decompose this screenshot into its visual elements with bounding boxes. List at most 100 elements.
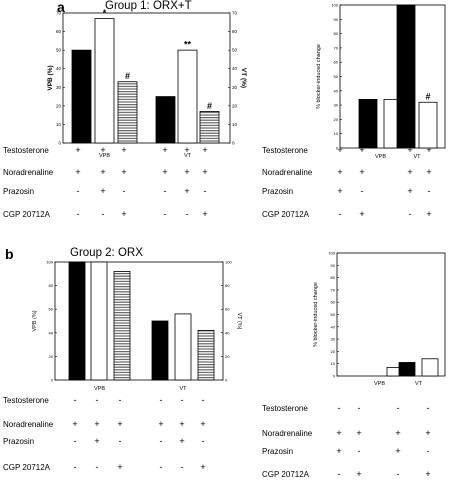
b_right-treatment-cell-1-1: +: [356, 428, 362, 438]
a_left-ytick-label-right-7: 70: [232, 11, 238, 16]
a_left-ytick-label-3: 30: [56, 85, 62, 90]
a_right-treatment-cell-1-2: +: [407, 167, 413, 177]
b_left-bar-vt-s0: [151, 320, 169, 381]
b_left-treatment-cell-2-3: -: [159, 436, 163, 446]
b_right-treatment-cell-2-3: -: [426, 446, 430, 456]
a_right-treatment-cell-3-3: +: [426, 209, 432, 219]
b_left-category-label-vt: VT: [179, 386, 187, 392]
a_right-ytick-label-4: 40: [334, 88, 339, 93]
a_left-treatment-cell-2-3: -: [163, 186, 167, 196]
b_right-treatment-label-2: Prazosin: [262, 447, 294, 456]
b_right-category-label-vpb: VPB: [374, 381, 385, 387]
b_left-ytick-label-1: 20: [49, 354, 54, 359]
a_left-bar-vt-s1: [177, 49, 198, 144]
a_left-treatment-cell-0-1: +: [100, 145, 106, 155]
b_left-treatment-label-0: Testosterone: [3, 396, 49, 405]
a_left-treatment-cell-1-0: +: [75, 167, 81, 177]
a_left-treatment-cell-2-2: -: [122, 186, 126, 196]
a_left-treatment-cell-2-4: +: [184, 186, 190, 196]
b_right-treatment-cell-3-3: +: [425, 469, 431, 479]
a_left-ytick-label-5: 50: [56, 48, 62, 53]
a_left-bar-vt-s2: [199, 111, 220, 144]
a_right-ytick-label-8: 80: [334, 31, 339, 36]
a_left-ytick-label-right-4: 40: [232, 66, 238, 71]
b_left-treatment-cell-3-1: -: [95, 462, 99, 472]
b_left-treatment-cell-2-1: +: [94, 436, 100, 446]
a_right-treatment-label-3: CGP 20712A: [262, 210, 309, 219]
a_right-ytick-label-7: 70: [334, 45, 339, 50]
a_right-bar-vt-s0: [396, 4, 416, 149]
b_right-treatment-cell-3-2: -: [396, 469, 400, 479]
a_right-treatment-cell-1-1: +: [359, 167, 365, 177]
a_right-treatment-label-1: Noradrenaline: [262, 168, 313, 177]
b_left-treatment-cell-1-4: +: [179, 419, 185, 429]
b_right-treatment-cell-3-1: +: [356, 469, 362, 479]
a_right-bar-vt-s1: [418, 101, 438, 149]
a_left-annotation-3: #: [207, 101, 212, 111]
b_right-treatment-cell-0-1: -: [357, 403, 361, 413]
b_left-ytick-label-5: 100: [46, 260, 53, 265]
b_left-bar-vpb-s0: [68, 261, 86, 381]
b_right-treatment-cell-1-3: +: [425, 428, 431, 438]
b_left-treatment-cell-3-3: -: [159, 462, 163, 472]
b_right-treatment-label-1: Noradrenaline: [262, 429, 313, 438]
a_left-ytick-label-right-6: 60: [232, 29, 238, 34]
a_left-treatment-cell-3-5: +: [202, 209, 208, 219]
a_left-treatment-cell-0-5: +: [202, 145, 208, 155]
panel-letter-b: b: [5, 246, 14, 262]
b_right-treatment-cell-2-1: -: [357, 446, 361, 456]
b_right-treatment-cell-2-0: +: [336, 446, 342, 456]
a_left-treatment-label-0: Testosterone: [3, 146, 49, 155]
a_right-treatment-cell-1-0: +: [337, 167, 343, 177]
a_right-treatment-label-0: Testosterone: [262, 146, 308, 155]
a_left-treatment-cell-1-2: +: [121, 167, 127, 177]
a_left-ytick-label-2: 20: [56, 103, 62, 108]
a_left-treatment-cell-2-1: +: [100, 186, 106, 196]
a_right-treatment-cell-2-3: -: [427, 186, 431, 196]
a_left-ytick-label-4: 40: [56, 66, 62, 71]
b_left-treatment-cell-3-0: -: [73, 462, 77, 472]
b_right-ytick-label-6: 60: [331, 300, 336, 305]
a_left-ylabel: VPB (%): [47, 65, 54, 90]
a_right-ytick-label-0: 0: [336, 146, 339, 151]
b_left-treatment-cell-0-2: -: [118, 395, 122, 405]
a_left-treatment-cell-2-5: -: [203, 186, 207, 196]
b_right-ytick-label-0: 0: [333, 374, 336, 379]
b_left-treatment-label-3: CGP 20712A: [3, 463, 50, 472]
a_left-ytick-label-7: 70: [56, 11, 62, 16]
b_right-treatment-cell-2-2: +: [395, 446, 401, 456]
b_left-ytick-label-right-2: 40: [225, 330, 230, 335]
b_left-treatment-cell-3-5: +: [200, 462, 206, 472]
b_left-treatment-cell-2-5: -: [201, 436, 205, 446]
a_left-ytick-label-right-2: 20: [232, 103, 238, 108]
b_left-treatment-cell-0-1: -: [95, 395, 99, 405]
b_right-treatment-cell-0-3: -: [426, 403, 430, 413]
a_right-treatment-cell-0-2: +: [407, 145, 413, 155]
a_left-treatment-cell-0-3: +: [162, 145, 168, 155]
a_left-treatment-cell-0-0: +: [75, 145, 81, 155]
a_left-category-label-vt: VT: [184, 153, 192, 159]
b_left-bar-vpb-s2: [113, 271, 131, 381]
b_left-treatment-cell-0-3: -: [159, 395, 163, 405]
a_left-bar-vpb-s2: [117, 81, 138, 144]
b_right-ytick-label-3: 30: [331, 337, 336, 342]
a_right-ytick-label-10: 100: [331, 3, 338, 8]
b_right-treatment-cell-1-0: +: [336, 428, 342, 438]
a_left-ytick-label-0: 0: [58, 141, 61, 146]
b_left-ylabel-right: VT (%): [236, 312, 242, 329]
b_left-plot-frame: [54, 261, 224, 381]
b_left-ytick-label-3: 60: [49, 307, 54, 312]
panel-title-a: Group 1: ORX+T: [105, 0, 192, 12]
b_left-treatment-cell-2-4: +: [179, 436, 185, 446]
b_left-ytick-label-0: 0: [51, 378, 54, 383]
b_right-ytick-label-9: 90: [331, 263, 336, 268]
a_right-ytick-label-9: 90: [334, 17, 339, 22]
a_right-treatment-cell-0-3: +: [426, 145, 432, 155]
b_right-category-label-vt: VT: [415, 381, 423, 387]
a_left-treatment-cell-1-3: +: [162, 167, 168, 177]
a_left-ytick-label-right-5: 50: [232, 48, 238, 53]
b_left-treatment-cell-3-4: -: [180, 462, 184, 472]
b_right-ytick-label-7: 70: [331, 287, 336, 292]
a_right-treatment-cell-1-3: +: [426, 167, 432, 177]
